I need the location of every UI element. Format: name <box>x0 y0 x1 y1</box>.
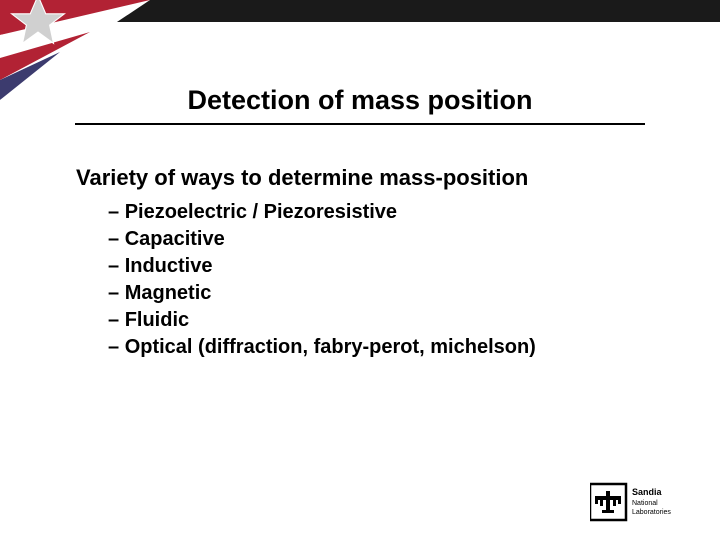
bullet-item: Capacitive <box>108 226 646 253</box>
bullet-item: Piezoelectric / Piezoresistive <box>108 199 646 226</box>
bullet-item: Inductive <box>108 253 646 280</box>
logo-subtitle-1: National <box>632 500 658 507</box>
logo-subtitle-2: Laboratories <box>632 509 671 516</box>
bullet-item: Magnetic <box>108 280 646 307</box>
logo-name: Sandia <box>632 487 663 497</box>
sandia-logo: Sandia National Laboratories <box>590 482 700 522</box>
bullet-item: Fluidic <box>108 307 646 334</box>
slide-title: Detection of mass position <box>0 85 720 116</box>
title-underline <box>75 123 645 125</box>
top-bar <box>0 0 720 22</box>
bullet-list: Piezoelectric / Piezoresistive Capacitiv… <box>76 199 646 361</box>
thunderbird-icon <box>590 484 626 520</box>
content-area: Variety of ways to determine mass-positi… <box>76 165 646 361</box>
bullet-item: Optical (diffraction, fabry-perot, miche… <box>108 334 646 361</box>
lead-text: Variety of ways to determine mass-positi… <box>76 165 646 191</box>
